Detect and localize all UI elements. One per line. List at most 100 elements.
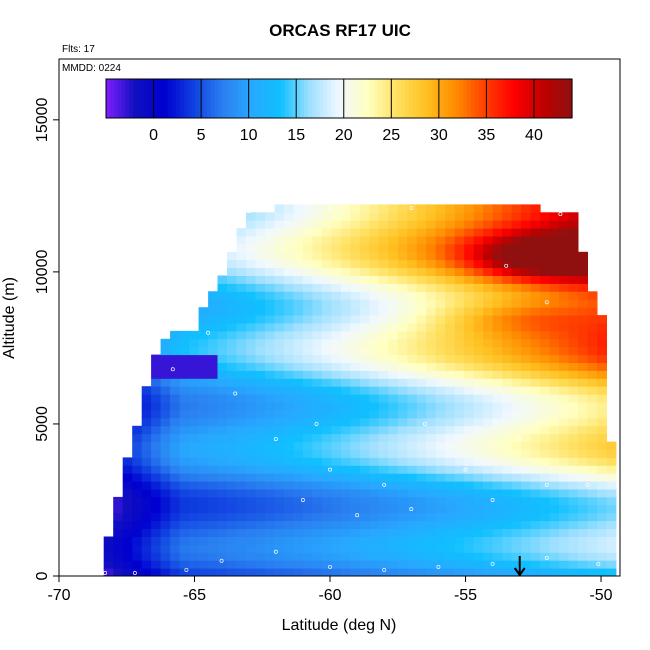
heatmap-cell bbox=[283, 520, 294, 530]
heatmap-cell bbox=[312, 378, 323, 387]
heatmap-cell bbox=[388, 267, 399, 276]
heatmap-cell bbox=[189, 544, 200, 553]
heatmap-cell bbox=[321, 236, 332, 245]
heatmap-cell bbox=[407, 489, 418, 498]
heatmap-cell bbox=[388, 204, 399, 213]
heatmap-cell bbox=[246, 354, 256, 363]
heatmap-cell bbox=[265, 481, 275, 490]
heatmap-cell bbox=[321, 315, 332, 324]
heatmap-cell bbox=[246, 307, 256, 316]
heatmap-cell bbox=[445, 489, 456, 498]
heatmap-cell bbox=[416, 354, 427, 363]
heatmap-cell bbox=[312, 410, 323, 419]
heatmap-cell bbox=[388, 228, 399, 237]
heatmap-cell bbox=[274, 465, 285, 474]
heatmap-cell bbox=[530, 299, 541, 308]
heatmap-cell bbox=[416, 425, 427, 435]
heatmap-cell bbox=[407, 330, 418, 340]
heatmap-cell bbox=[511, 449, 522, 458]
heatmap-cell bbox=[454, 504, 465, 514]
flight-track-point bbox=[219, 558, 224, 563]
heatmap-cell bbox=[151, 386, 162, 395]
heatmap-cell bbox=[198, 465, 209, 474]
heatmap-cell bbox=[227, 307, 237, 316]
heatmap-cell bbox=[445, 330, 456, 340]
heatmap-cell bbox=[473, 338, 484, 348]
heatmap-cell bbox=[540, 354, 551, 363]
heatmap-cell bbox=[473, 386, 484, 395]
heatmap-cell bbox=[388, 552, 399, 561]
heatmap-cell bbox=[217, 362, 228, 371]
heatmap-cell bbox=[369, 236, 380, 245]
heatmap-cell bbox=[426, 520, 437, 530]
heatmap-cell bbox=[568, 259, 579, 269]
heatmap-cell bbox=[511, 330, 522, 340]
heatmap-cell bbox=[397, 457, 408, 466]
heatmap-cell bbox=[255, 378, 266, 387]
heatmap-cell bbox=[530, 323, 541, 332]
flight-track-point bbox=[138, 376, 143, 381]
colorbar-segment bbox=[401, 79, 406, 118]
heatmap-cell bbox=[274, 528, 285, 537]
heatmap-cell bbox=[302, 346, 313, 356]
heatmap-cell bbox=[236, 520, 247, 530]
heatmap-cell bbox=[369, 259, 380, 269]
heatmap-cell bbox=[265, 275, 275, 284]
heatmap-cell bbox=[378, 481, 389, 490]
heatmap-cell bbox=[160, 457, 171, 466]
heatmap-cell bbox=[293, 465, 304, 474]
heatmap-cell bbox=[170, 473, 181, 482]
heatmap-cell bbox=[274, 307, 285, 316]
heatmap-cell bbox=[473, 473, 484, 482]
heatmap-cell bbox=[606, 528, 617, 537]
heatmap-cell bbox=[435, 378, 446, 387]
heatmap-cell bbox=[255, 330, 266, 340]
heatmap-cell bbox=[530, 520, 541, 530]
heatmap-cell bbox=[302, 528, 313, 537]
heatmap-cell bbox=[246, 259, 256, 269]
heatmap-cell bbox=[530, 346, 541, 356]
heatmap-cell bbox=[454, 457, 465, 466]
heatmap-cell bbox=[540, 378, 551, 387]
heatmap-cell bbox=[236, 402, 247, 411]
heatmap-cell bbox=[407, 425, 418, 435]
heatmap-cell bbox=[350, 441, 361, 450]
heatmap-cell bbox=[331, 362, 342, 371]
heatmap-cell bbox=[331, 283, 342, 292]
heatmap-cell bbox=[340, 465, 351, 474]
heatmap-cell bbox=[350, 299, 361, 308]
heatmap-cell bbox=[359, 560, 370, 569]
heatmap-cell bbox=[578, 457, 588, 466]
colorbar-segment bbox=[568, 79, 573, 118]
heatmap-cell bbox=[160, 433, 171, 443]
heatmap-cell bbox=[265, 346, 275, 356]
heatmap-cell bbox=[283, 441, 294, 450]
heatmap-cell bbox=[587, 354, 598, 363]
heatmap-cell bbox=[122, 528, 133, 537]
heatmap-cell bbox=[407, 481, 418, 490]
heatmap-cell bbox=[283, 251, 294, 261]
heatmap-cell bbox=[350, 323, 361, 332]
heatmap-cell bbox=[540, 236, 551, 245]
heatmap-cell bbox=[340, 362, 351, 371]
heatmap-cell bbox=[369, 267, 380, 276]
heatmap-cell bbox=[151, 489, 162, 498]
heatmap-cell bbox=[321, 552, 332, 561]
heatmap-cell bbox=[378, 236, 389, 245]
heatmap-cell bbox=[464, 204, 475, 213]
heatmap-cell bbox=[312, 307, 323, 316]
heatmap-cell bbox=[435, 346, 446, 356]
heatmap-cell bbox=[151, 425, 162, 435]
heatmap-cell bbox=[179, 473, 190, 482]
heatmap-cell bbox=[312, 236, 323, 245]
heatmap-cell bbox=[302, 402, 313, 411]
heatmap-cell bbox=[293, 394, 304, 403]
heatmap-cell bbox=[407, 212, 418, 221]
heatmap-cell bbox=[359, 496, 370, 506]
heatmap-cell bbox=[578, 402, 588, 411]
heatmap-cell bbox=[350, 528, 361, 537]
heatmap-cell bbox=[141, 496, 152, 506]
heatmap-cell bbox=[540, 504, 551, 514]
heatmap-cell bbox=[378, 267, 389, 276]
heatmap-cell bbox=[359, 330, 370, 340]
